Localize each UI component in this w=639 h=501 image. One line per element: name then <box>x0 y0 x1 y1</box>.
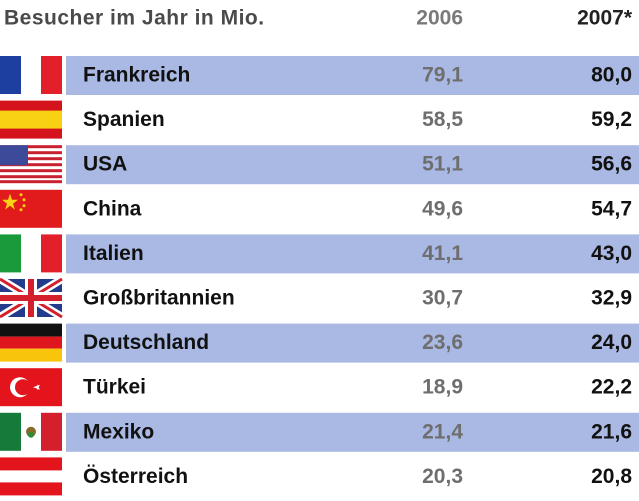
flag <box>0 189 62 228</box>
value-2006: 49,6 <box>422 197 463 220</box>
row-band <box>66 145 639 185</box>
value-2007: 56,6 <box>591 153 632 176</box>
flag <box>0 56 62 94</box>
country: Italien <box>83 242 144 265</box>
row-band <box>66 323 639 363</box>
value-2006: 30,7 <box>422 287 463 310</box>
row-band <box>66 412 639 452</box>
header-label: Besucher im Jahr in Mio. <box>4 7 265 30</box>
value-2007: 54,7 <box>591 197 632 220</box>
flag <box>0 234 62 273</box>
value-2007: 24,0 <box>591 331 632 354</box>
country: Großbritannien <box>83 287 235 310</box>
country: Deutschland <box>83 331 209 354</box>
value-2007: 21,6 <box>591 420 632 443</box>
value-2006: 41,1 <box>422 242 463 265</box>
value-2007: 43,0 <box>591 242 632 265</box>
value-2006: 79,1 <box>422 64 463 87</box>
value-2006: 51,1 <box>422 153 463 176</box>
row-band <box>66 56 639 95</box>
header-year: 2007* <box>577 7 633 30</box>
value-2007: 59,2 <box>591 108 632 131</box>
flags <box>0 56 62 496</box>
country: Frankreich <box>83 64 190 87</box>
flag <box>0 323 62 362</box>
value-2007: 80,0 <box>591 64 632 87</box>
value-2006: 18,9 <box>422 376 463 399</box>
value-2007: 22,2 <box>591 376 632 399</box>
flag <box>0 100 62 139</box>
country: Österreich <box>83 465 188 488</box>
value-2007: 32,9 <box>591 287 632 310</box>
value-2006: 21,4 <box>422 420 463 443</box>
flag <box>0 145 62 184</box>
flag <box>0 279 62 317</box>
flag <box>0 457 62 496</box>
flag <box>0 412 62 451</box>
value-2006: 20,3 <box>422 465 463 488</box>
value-2006: 58,5 <box>422 108 463 131</box>
country: Spanien <box>83 108 165 131</box>
country: Mexiko <box>83 420 154 443</box>
country: Türkei <box>83 376 146 399</box>
value-2006: 23,6 <box>422 331 463 354</box>
country: USA <box>83 153 127 176</box>
header-year: 2006 <box>416 7 463 30</box>
row-band <box>66 234 639 274</box>
flag <box>0 368 62 407</box>
country: China <box>83 197 142 220</box>
value-2007: 20,8 <box>591 465 632 488</box>
